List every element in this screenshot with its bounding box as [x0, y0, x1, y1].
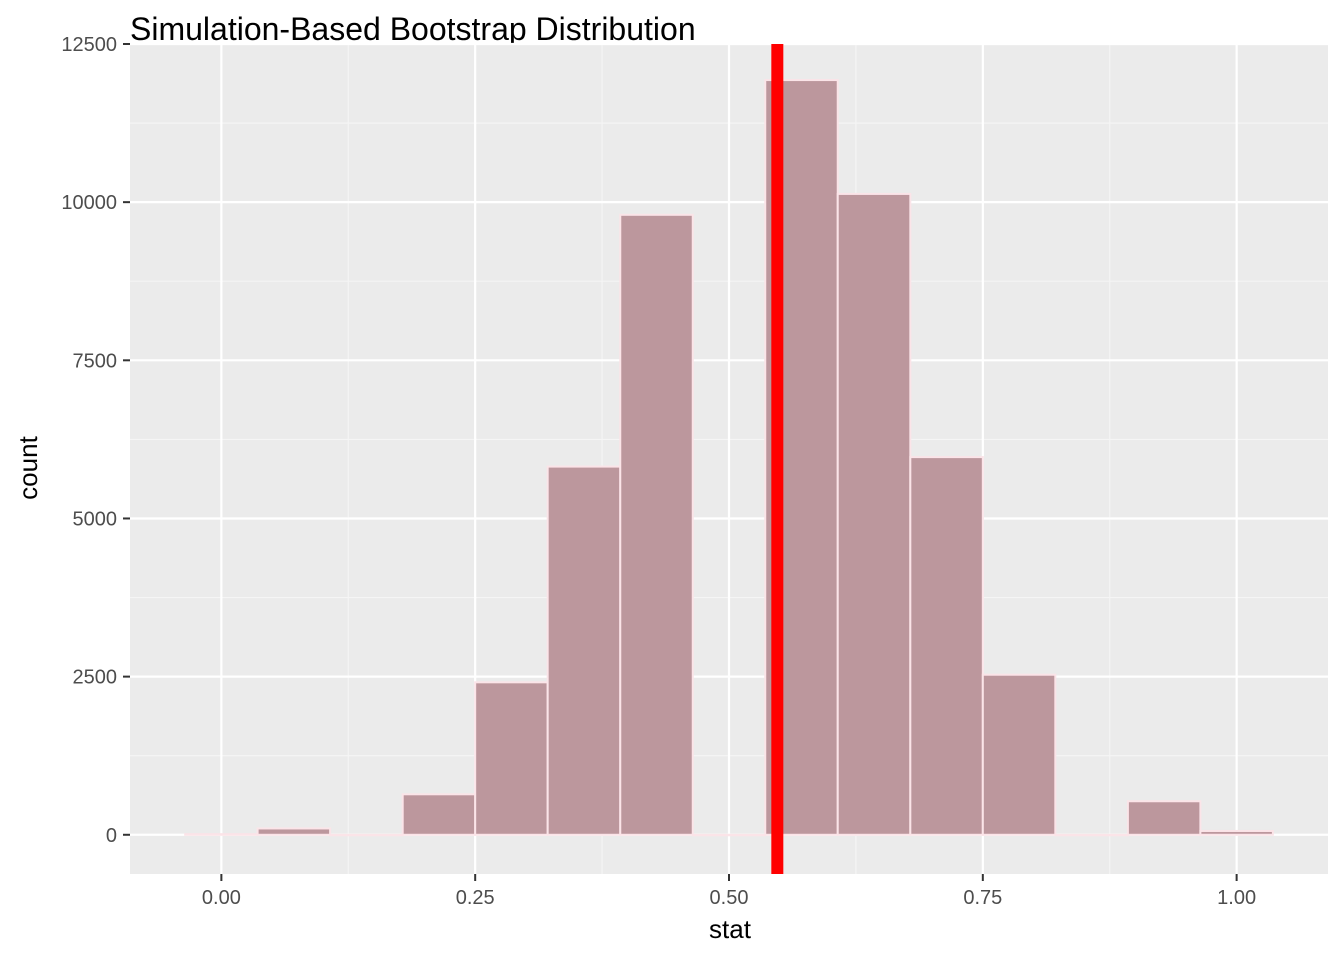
histogram-bar-4: [474, 681, 549, 836]
y-tick-label: 10000: [61, 192, 117, 214]
histogram-bar-3: [401, 793, 477, 836]
histogram-bar-14: [1199, 829, 1274, 836]
histogram-bar-12: [1054, 833, 1129, 837]
y-tick-label: 7500: [73, 350, 118, 372]
x-tick-label: 0.50: [710, 887, 749, 909]
histogram-bar-6: [619, 213, 694, 836]
y-tick-label: 0: [106, 825, 117, 847]
y-axis-title: count: [13, 435, 43, 499]
histogram-bar-7: [691, 833, 767, 837]
axes: 0.00 0.25 0.50 0.75 1.00 0 2500 5000 7500 10000 12…: [61, 34, 1256, 909]
histogram-bar-5: [546, 465, 622, 836]
x-tick-label: 0.75: [963, 887, 1002, 909]
chart-title: Simulation-Based Bootstrap Distribution: [130, 11, 696, 47]
x-tick-label: 0.25: [456, 887, 495, 909]
histogram-bar-9: [836, 192, 912, 836]
x-tick-label: 1.00: [1217, 887, 1256, 909]
histogram-bar-10: [909, 456, 984, 836]
x-axis-title: stat: [709, 914, 752, 944]
histogram-bar-13: [1126, 800, 1202, 836]
histogram-bar-0: [184, 833, 259, 836]
histogram-bar-2: [329, 833, 404, 837]
y-tick-label: 12500: [61, 34, 117, 56]
histogram-bar-1: [256, 827, 332, 836]
y-tick-label: 2500: [73, 667, 118, 689]
y-tick-label: 5000: [73, 508, 118, 530]
histogram-bar-11: [981, 673, 1057, 836]
x-tick-label: 0.00: [202, 887, 241, 909]
